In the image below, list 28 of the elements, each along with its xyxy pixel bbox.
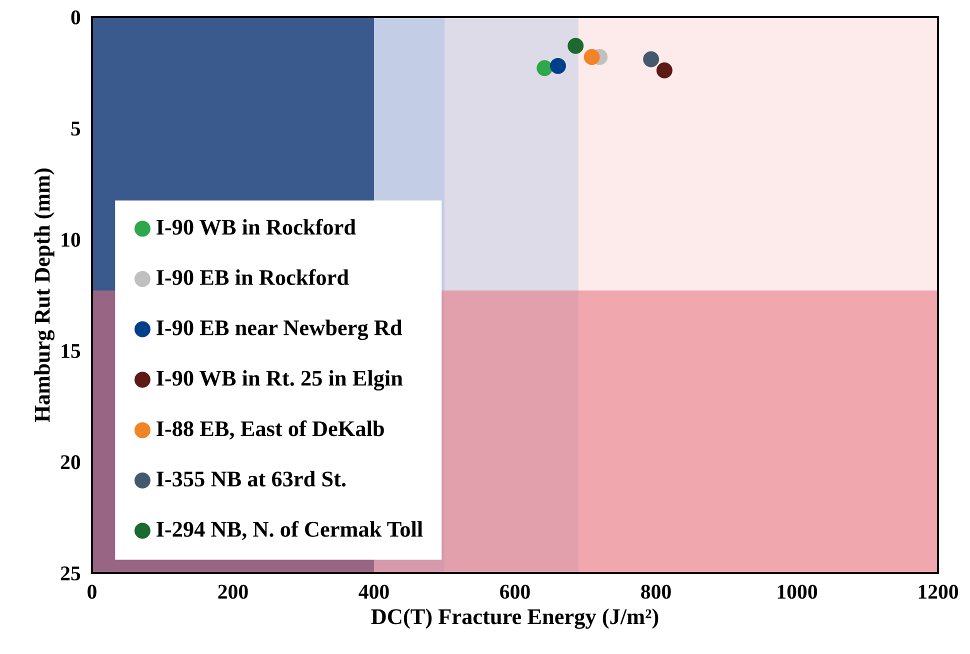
legend-label: I-88 EB, East of DeKalb — [156, 420, 384, 440]
x-tick-label: 800 — [641, 584, 671, 599]
legend-label: I-294 NB, N. of Cermak Toll — [156, 520, 423, 540]
y-tick-label: 0 — [71, 10, 80, 24]
y-axis-title: Hamburg Rut Depth (mm) — [34, 168, 54, 422]
legend-label: I-90 WB in Rt. 25 in Elgin — [156, 370, 403, 390]
legend-label: I-90 EB in Rockford — [156, 269, 349, 286]
point — [536, 60, 553, 76]
x-tick-label: 400 — [358, 584, 389, 599]
x-tick-label: 600 — [500, 584, 530, 599]
x-tick-label: 1200 — [918, 584, 958, 599]
y-tick-label: 20 — [60, 455, 80, 470]
x-tick-label: 200 — [218, 584, 248, 599]
point — [550, 58, 566, 74]
legend-label: I-355 NB at 63rd St. — [156, 470, 346, 487]
x-tick-label: 1000 — [778, 584, 818, 599]
point — [584, 49, 600, 66]
point — [643, 51, 660, 68]
x-tick-label: 0 — [88, 584, 96, 599]
point — [568, 38, 584, 54]
y-tick-label: 10 — [62, 232, 80, 247]
y-tick-label: 15 — [62, 344, 80, 358]
legend-label: I-90 WB in Rockford — [156, 218, 356, 235]
x-axis-title: DC(T) Fracture Energy (J/m²) — [371, 608, 658, 629]
point — [656, 62, 672, 78]
y-tick-label: 5 — [71, 122, 80, 136]
legend-label: I-90 EB near Newberg Rd — [156, 320, 402, 340]
y-tick-label: 25 — [60, 566, 80, 580]
